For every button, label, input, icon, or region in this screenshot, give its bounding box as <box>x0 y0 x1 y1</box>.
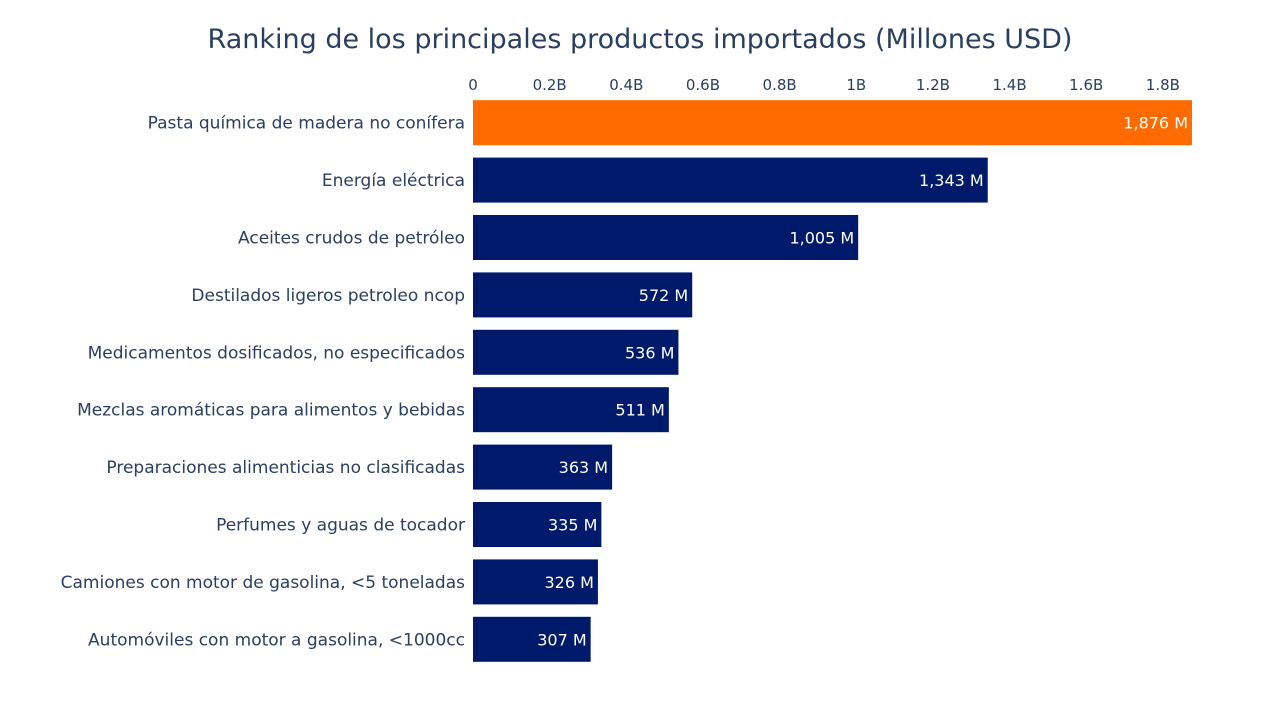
bar-value-label: 511 M <box>615 401 664 420</box>
category-label: Preparaciones alimenticias no clasificad… <box>106 458 465 478</box>
x-tick-label: 0.4B <box>609 76 643 94</box>
bars <box>473 100 1192 662</box>
bar-value-label: 536 M <box>625 343 674 362</box>
x-axis-ticks: 0 0.2B 0.4B 0.6B 0.8B 1B 1.2B 1.4B 1.6B 1.8B <box>468 76 1180 94</box>
category-label: Energía eléctrica <box>322 171 465 191</box>
bar-value-label: 326 M <box>545 573 594 592</box>
bar <box>473 215 859 260</box>
category-label: Medicamentos dosificados, no especificad… <box>88 343 466 363</box>
bar <box>473 616 591 662</box>
category-label: Aceites crudos de petróleo <box>238 229 465 249</box>
bar <box>473 100 1192 146</box>
x-tick-label: 1.6B <box>1069 76 1103 94</box>
x-tick-label: 1.4B <box>992 76 1026 94</box>
x-tick-label: 1.8B <box>1146 76 1180 94</box>
bar <box>473 272 693 318</box>
chart-title: Ranking de los principales productos imp… <box>208 24 1073 55</box>
category-label: Perfumes y aguas de tocador <box>216 516 465 536</box>
value-labels: 1,876 M 1,343 M 1,005 M 572 M 536 M 511 M 363 … <box>537 114 1188 650</box>
x-tick-label: 0.2B <box>533 76 567 94</box>
x-tick-label: 0 <box>468 76 478 94</box>
bar-value-label: 1,005 M <box>789 229 854 248</box>
bar <box>473 329 679 375</box>
category-label: Pasta química de madera no conífera <box>148 114 465 134</box>
bar-value-label: 335 M <box>548 516 597 535</box>
bar <box>473 387 669 433</box>
x-tick-label: 1.2B <box>916 76 950 94</box>
category-label: Mezclas aromáticas para alimentos y bebi… <box>77 401 465 421</box>
bar <box>473 444 613 490</box>
x-tick-label: 0.6B <box>686 76 720 94</box>
bar <box>473 559 598 605</box>
bar <box>473 157 988 203</box>
x-tick-label: 0.8B <box>763 76 797 94</box>
bar-value-label: 363 M <box>559 458 608 477</box>
bar-value-label: 1,343 M <box>919 171 984 190</box>
bar-value-label: 1,876 M <box>1123 114 1188 133</box>
x-tick-label: 1B <box>846 76 866 94</box>
bar-value-label: 307 M <box>537 630 586 649</box>
category-labels: Pasta química de madera no conífera Energ… <box>61 114 466 651</box>
bar <box>473 502 602 547</box>
category-label: Camiones con motor de gasolina, <5 tonel… <box>61 573 465 593</box>
bar-value-label: 572 M <box>639 286 688 305</box>
category-label: Destilados ligeros petroleo ncop <box>191 286 465 306</box>
category-label: Automóviles con motor a gasolina, <1000c… <box>88 630 465 650</box>
